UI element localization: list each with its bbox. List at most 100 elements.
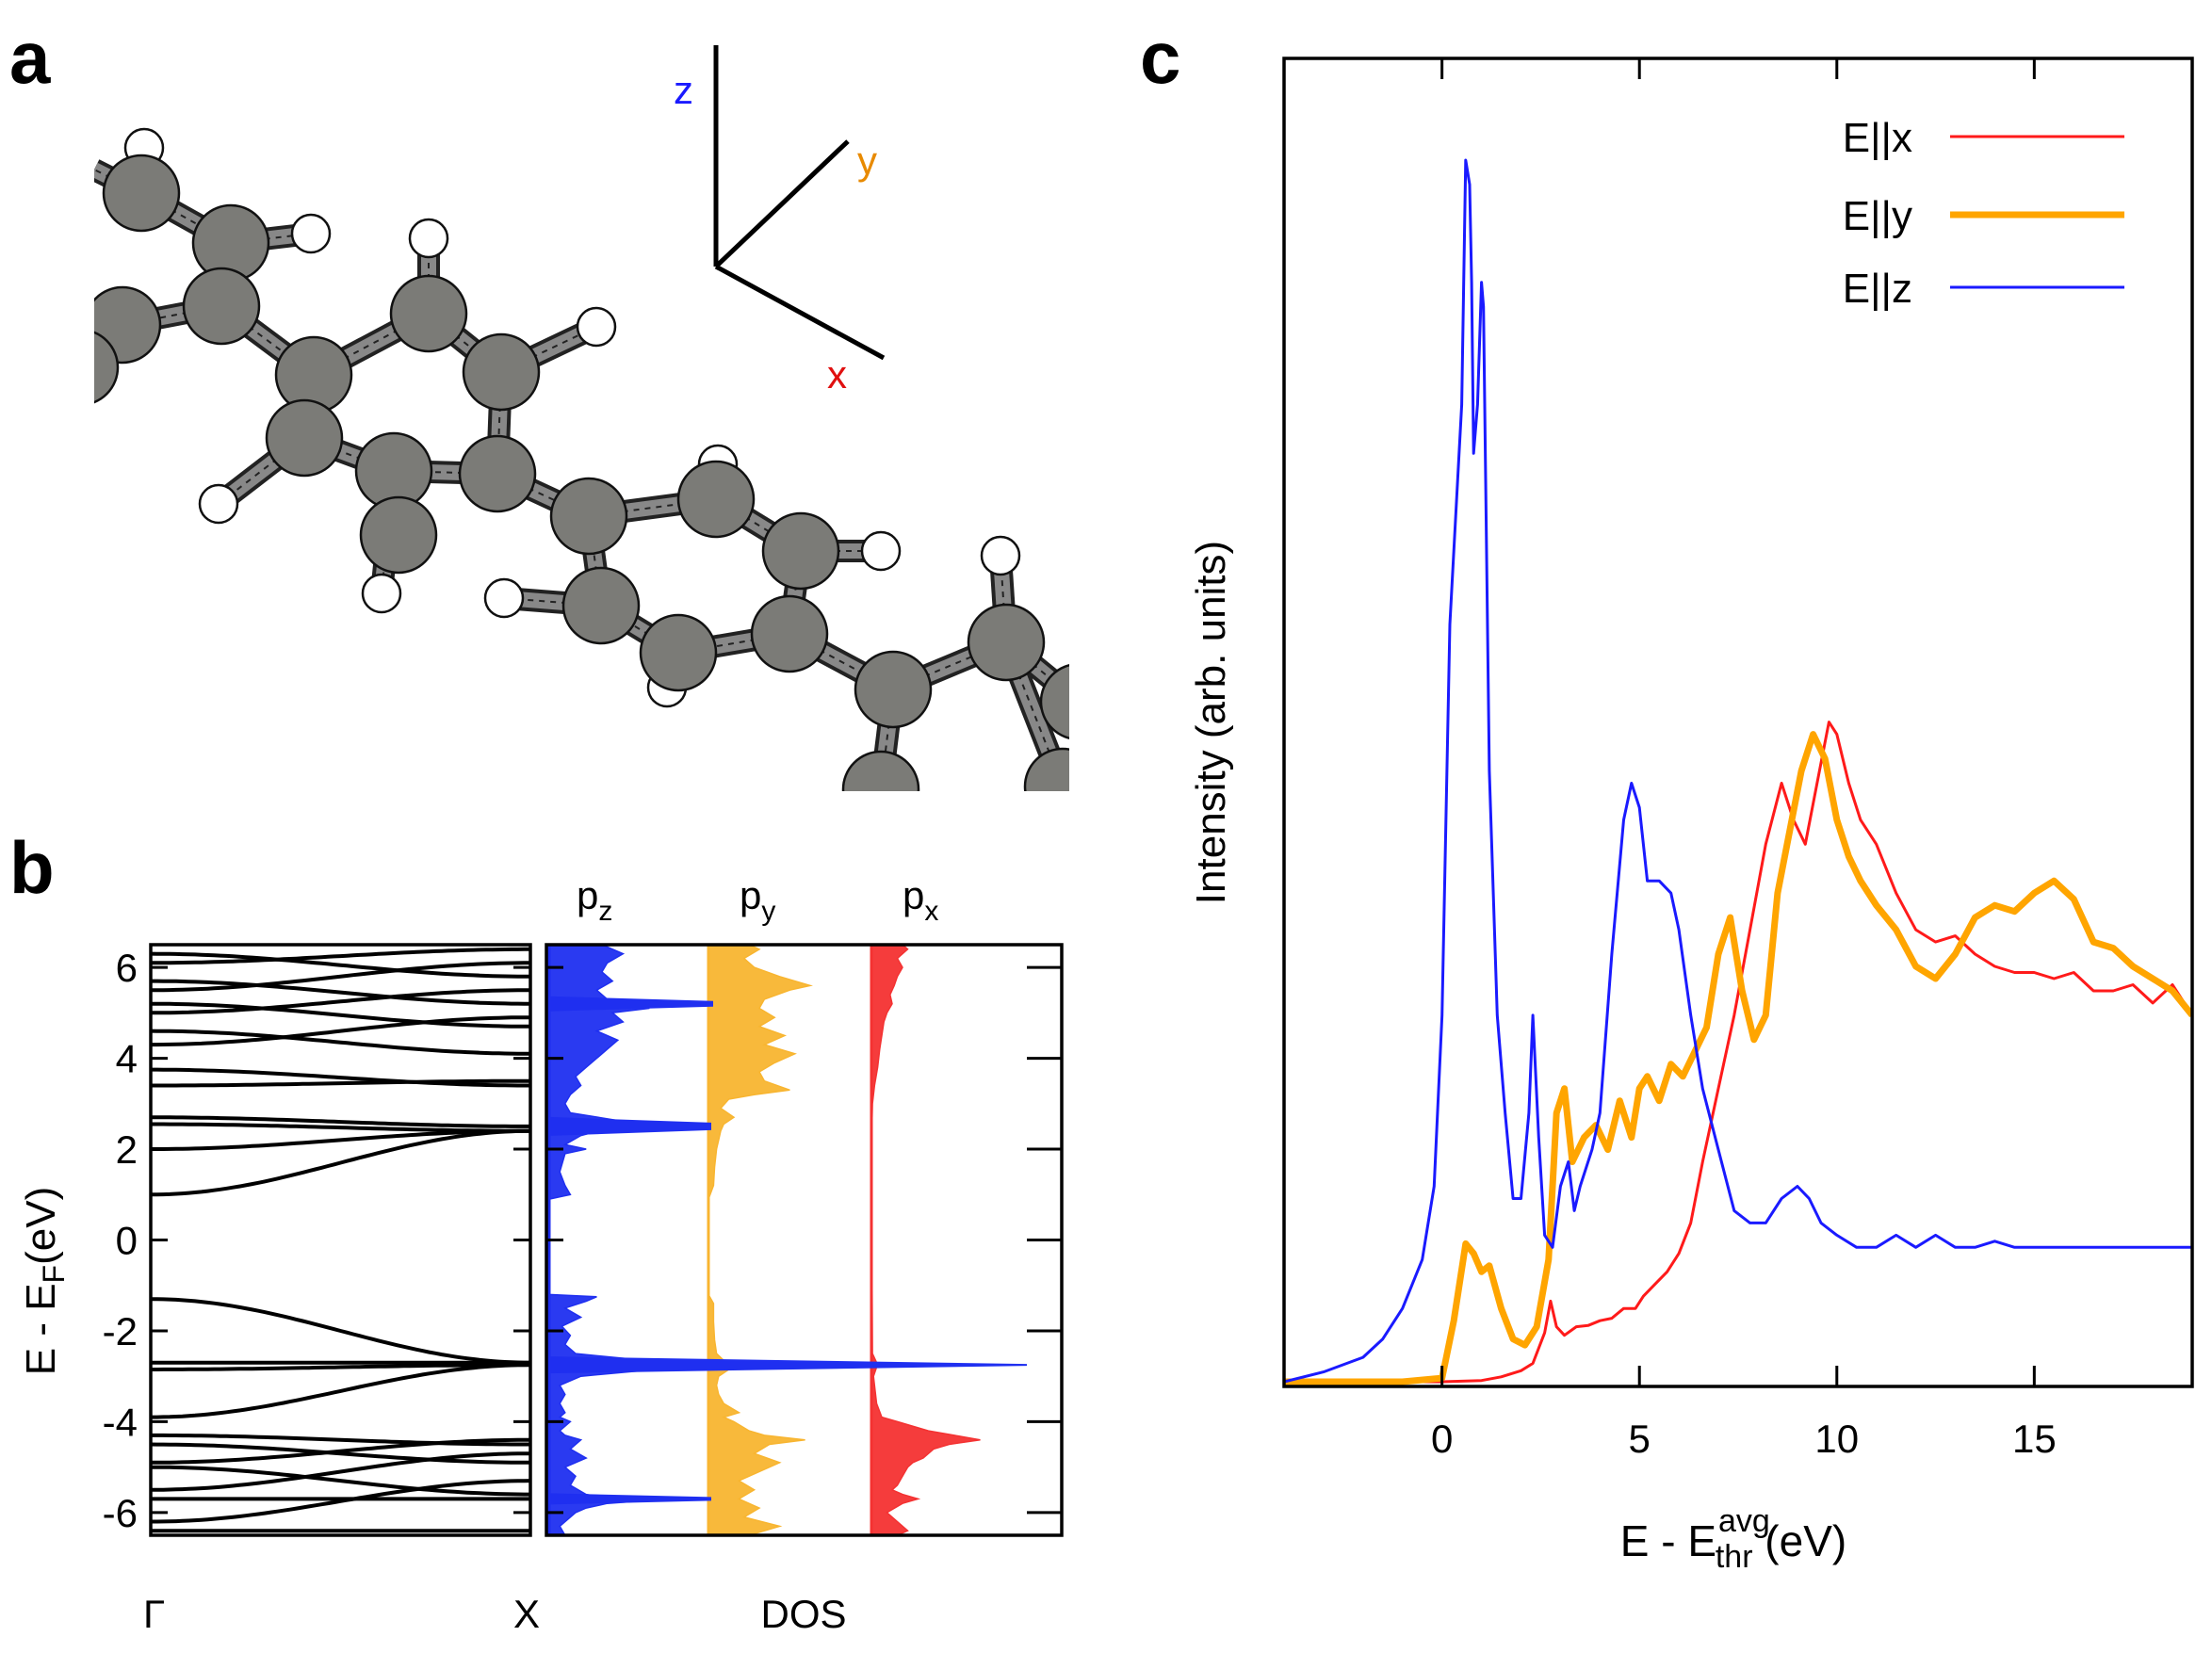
pdos-xlabel: DOS xyxy=(760,1592,846,1636)
conduction-band-line xyxy=(151,951,530,979)
band-lines xyxy=(151,947,530,1533)
carbon-atom xyxy=(676,460,756,539)
carbon-atom xyxy=(854,650,933,729)
conduction-band-line xyxy=(151,961,530,993)
spectrum-xtick-label: 0 xyxy=(1431,1417,1453,1461)
carbon-atom xyxy=(265,398,344,478)
hydrogen-atom xyxy=(483,577,525,619)
valence-band-line xyxy=(151,1442,530,1465)
conduction-band-line xyxy=(151,1001,530,1029)
band-xtick-gamma: Γ xyxy=(143,1592,165,1636)
band-y-ticks: -6 -4 -2 0 2 4 6 xyxy=(103,946,530,1535)
hydrogen-atom xyxy=(198,483,239,525)
legend-label-z: E||z xyxy=(1843,266,1912,312)
hydrogen-atom xyxy=(290,213,332,254)
pdos-label-pz: pz xyxy=(577,873,612,927)
carbon-atom xyxy=(458,434,537,513)
band-ylabel: E - EF(eV) xyxy=(18,1187,71,1375)
panel-label-a: a xyxy=(9,16,51,99)
hydrogen-atom xyxy=(361,573,402,614)
band-ytick-label: 2 xyxy=(116,1127,138,1172)
conduction-band-line xyxy=(151,947,530,965)
carbon-atom xyxy=(561,566,641,645)
carbon-atom xyxy=(841,750,920,791)
legend-label-y: E||y xyxy=(1843,193,1912,239)
carbon-atom xyxy=(1023,747,1069,791)
band-ytick-label: -4 xyxy=(103,1400,138,1444)
carbon-atom xyxy=(359,495,438,575)
carbon-atom xyxy=(389,274,468,353)
pdos-area-px xyxy=(870,945,981,1535)
band-ytick-label: 0 xyxy=(116,1219,138,1263)
valence-band-line xyxy=(151,1451,530,1492)
conduction-band-line xyxy=(151,1029,530,1056)
spectrum-line-y xyxy=(1284,731,2192,1386)
carbon-atom xyxy=(182,267,261,346)
valence-band-line xyxy=(151,1465,530,1497)
axis-label-y: y xyxy=(857,138,877,183)
spectrum-ticks: 0 5 10 15 xyxy=(1431,58,2057,1461)
pdos-label-py: py xyxy=(740,873,775,927)
carbon-atom xyxy=(462,332,541,412)
spectrum-xtick-label: 15 xyxy=(2012,1417,2057,1461)
molecule-panel: z y x xyxy=(94,45,1069,791)
legend-label-x: E||x xyxy=(1843,115,1912,161)
spectrum-line-x xyxy=(1284,721,2192,1384)
molecule-atoms xyxy=(94,127,1069,791)
spectrum-line-z xyxy=(1284,158,2192,1384)
conduction-band-line xyxy=(151,979,530,1006)
carbon-atom xyxy=(1039,663,1069,740)
spectrum-frame xyxy=(1282,57,2194,1388)
hydrogen-atom xyxy=(408,218,449,259)
valence-band-line xyxy=(151,1437,530,1465)
pdos-panel: pz py px DOS xyxy=(545,873,1064,1636)
spectrum-xlabel: E - Eavg thr (eV) xyxy=(1620,1503,1846,1575)
pdos-label-px: px xyxy=(903,873,938,927)
conduction-band-line xyxy=(151,1115,530,1128)
pdos-peak-pz-low xyxy=(549,1493,711,1505)
valence-band-line xyxy=(151,1297,530,1365)
band-xtick-x: X xyxy=(513,1592,540,1636)
carbon-atom xyxy=(639,613,718,692)
carbon-atom xyxy=(967,603,1046,682)
conduction-band-line xyxy=(151,1128,530,1197)
band-ytick-label: -2 xyxy=(103,1309,138,1353)
conduction-band-line xyxy=(151,1015,530,1047)
hydrogen-atom xyxy=(576,306,617,348)
spectrum-ylabel: Intensity (arb. units) xyxy=(1188,541,1234,904)
hydrogen-atom xyxy=(980,535,1021,576)
spectrum-xtick-label: 10 xyxy=(1814,1417,1859,1461)
conduction-band-line xyxy=(151,1122,530,1133)
axis-label-x: x xyxy=(827,352,847,397)
bond-stripe xyxy=(789,633,894,690)
conduction-band-line xyxy=(151,988,530,1015)
axes-icon xyxy=(713,45,886,361)
carbon-atom xyxy=(94,331,120,404)
valence-band-line xyxy=(151,1363,530,1419)
panel-label-c: c xyxy=(1140,16,1180,99)
panel-label-b: b xyxy=(9,826,55,909)
carbon-atom xyxy=(549,477,628,556)
band-ytick-label: 6 xyxy=(116,946,138,990)
spectrum-lines xyxy=(1284,158,2192,1386)
carbon-atom xyxy=(102,154,181,233)
carbon-atom xyxy=(761,511,840,591)
conduction-band-line xyxy=(151,1067,530,1088)
band-structure-panel: -6 -4 -2 0 2 4 6 Γ X E - EF(eV) xyxy=(18,943,540,1636)
molecule-icon xyxy=(94,127,1069,791)
band-ytick-label: 4 xyxy=(116,1037,138,1081)
valence-band-line xyxy=(151,1363,530,1371)
axis-label-z: z xyxy=(674,68,693,112)
band-ytick-label: -6 xyxy=(103,1491,138,1535)
pdos-peak-pz-deep xyxy=(549,1356,1027,1374)
pdos-peak-pz-high xyxy=(549,996,713,1012)
spectrum-panel: 0 5 10 15 Intensity (arb. units) E - Eavg th… xyxy=(1188,57,2194,1575)
pdos-ticks xyxy=(546,965,1062,1515)
valence-band-line xyxy=(151,1479,530,1524)
valence-band-line xyxy=(151,1433,530,1447)
conduction-band-line xyxy=(151,1078,530,1088)
carbon-atom xyxy=(750,594,829,673)
hydrogen-atom xyxy=(860,530,902,572)
spectrum-xtick-label: 5 xyxy=(1629,1417,1651,1461)
